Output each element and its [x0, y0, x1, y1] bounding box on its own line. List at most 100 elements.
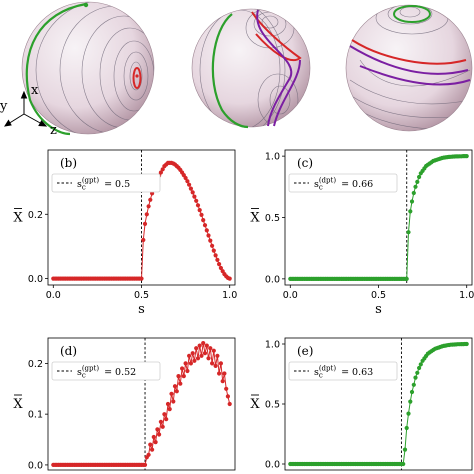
bloch-sphere-b — [191, 8, 311, 129]
data-point — [201, 341, 206, 346]
data-point — [195, 356, 201, 361]
x-tick-label: 0.5 — [134, 290, 149, 301]
panel-letter: (c) — [297, 156, 313, 170]
y-tick-label: 1.0 — [265, 152, 280, 163]
data-point — [210, 361, 215, 366]
data-point — [144, 212, 149, 217]
data-point — [167, 407, 172, 412]
chart-panel-e: 0.0 0.5 1.0 X (e)sc(dpt) = 0.63 — [250, 337, 473, 471]
data-point — [141, 237, 146, 243]
y-axis-label: X — [250, 211, 260, 226]
data-point — [181, 374, 186, 379]
panel-letter: (b) — [60, 156, 77, 170]
data-point — [158, 170, 163, 175]
data-point — [404, 276, 409, 281]
data-point — [202, 223, 208, 228]
data-point — [222, 371, 227, 376]
y-axis-label: X — [250, 397, 260, 412]
x-axis-label: s — [375, 302, 382, 317]
axis-triad — [3, 90, 48, 127]
data-point — [151, 434, 156, 440]
data-point — [160, 424, 165, 429]
purple-separatrix — [256, 9, 301, 127]
data-point — [406, 411, 411, 416]
data-point — [195, 203, 201, 208]
data-point — [194, 198, 199, 203]
data-point — [202, 351, 208, 356]
data-point — [227, 401, 232, 407]
y-tick-label: 0.0 — [265, 460, 280, 471]
data-point — [164, 417, 169, 422]
data-point — [210, 243, 215, 248]
data-point — [192, 358, 197, 363]
data-point — [217, 262, 222, 267]
data-point — [199, 353, 204, 358]
red-orbit — [132, 67, 142, 89]
legend-box — [51, 361, 161, 381]
data-point — [185, 179, 190, 184]
data-point — [215, 257, 220, 262]
data-point — [190, 190, 195, 195]
y-tick-label: 0.0 — [28, 274, 43, 285]
data-point — [415, 370, 420, 375]
axis-label-z: z — [50, 123, 57, 138]
data-point — [215, 353, 220, 358]
bloch-sphere-c — [345, 4, 473, 132]
legend-box — [51, 173, 161, 193]
data-point — [148, 442, 153, 447]
data-point — [404, 425, 409, 431]
data-point — [213, 363, 218, 368]
legend: sc(gpt) = 0.5 — [51, 173, 161, 193]
chart-panel-d: 0.0 0.1 0.2 X (d)sc(gpt) = 0.52 — [13, 337, 236, 471]
data-point — [204, 343, 209, 348]
legend-box — [288, 361, 398, 381]
data-point — [415, 179, 420, 184]
data-point — [153, 440, 158, 445]
data-point — [165, 401, 171, 407]
data-point — [218, 361, 223, 366]
data-point — [227, 276, 232, 281]
data-point — [218, 265, 223, 271]
data-point — [220, 379, 225, 384]
y-axis-label: X — [13, 211, 23, 226]
legend-label: sc(gpt) = 0.5 — [77, 177, 130, 192]
data-point — [172, 384, 178, 389]
y-tick-label: 0.2 — [28, 210, 43, 221]
y-tick-label: 0.2 — [28, 359, 43, 370]
x-tick-label: 0.0 — [283, 290, 298, 301]
data-point — [197, 208, 202, 213]
data-point — [211, 248, 216, 253]
plot-frame — [284, 149, 473, 286]
data-point — [192, 194, 197, 199]
data-point — [411, 190, 416, 196]
data-point — [401, 461, 406, 467]
data-point — [190, 351, 195, 356]
x-tick-label: 0.0 — [46, 290, 61, 301]
data-point — [225, 394, 230, 399]
data-point — [464, 154, 469, 159]
data-point — [417, 174, 422, 180]
data-point — [194, 346, 199, 351]
data-point — [402, 447, 408, 452]
data-point — [157, 432, 162, 437]
y-tick-label: 0.1 — [28, 410, 43, 421]
green-orbit — [393, 5, 431, 23]
data-point — [409, 199, 415, 204]
data-point — [187, 182, 192, 187]
data-point — [211, 348, 216, 353]
y-axis-label: X — [13, 397, 23, 412]
red-loop — [351, 39, 467, 65]
data-point — [204, 228, 209, 233]
data-point — [411, 382, 416, 387]
chart-panel-b: 0.0 0.2 0.0 0.5 1.0 s X (b)sc(gpt) = 0.5 — [13, 149, 237, 317]
data-point — [413, 184, 418, 189]
panel-letter: (e) — [297, 344, 313, 358]
data-point — [224, 386, 229, 391]
axis-label-x: x — [31, 83, 39, 98]
chart-panels: 0.0 0.2 0.0 0.5 1.0 s X (b)sc(gpt) = 0.5 0.0 0.5 1… — [13, 149, 474, 471]
y-tick-label: 1.0 — [265, 340, 280, 351]
data-point — [417, 365, 422, 371]
data-point — [208, 346, 213, 351]
y-tick-label: 0.5 — [265, 213, 280, 224]
data-point — [169, 391, 174, 396]
